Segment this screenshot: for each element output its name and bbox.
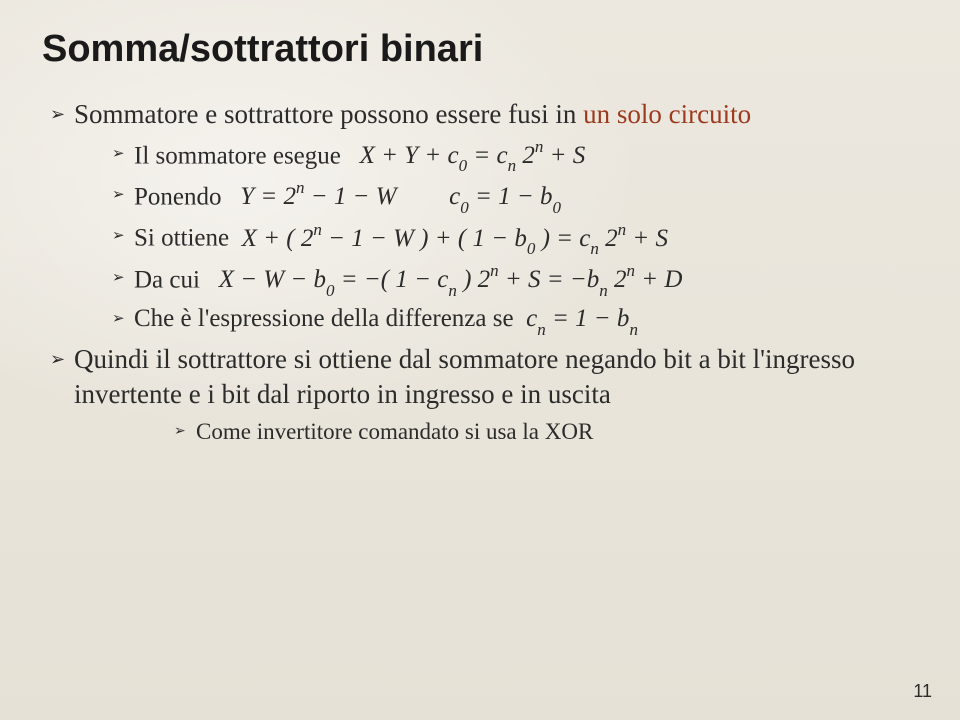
invertitore-text: Come invertitore comandato si usa la XOR: [196, 417, 918, 447]
intro-text-a: Sommatore e sottrattore possono essere f…: [74, 99, 583, 129]
equation-4: X − W − b0 = −( 1 − cn ) 2n + S = −bn 2n…: [219, 266, 683, 293]
bullet-icon: ➢: [50, 97, 74, 132]
bullet-icon: ➢: [112, 303, 134, 338]
line-content: Si ottiene X + ( 2n − 1 − W ) + ( 1 − b0…: [134, 220, 918, 257]
bullet-da-cui: ➢ Da cui X − W − b0 = −( 1 − cn ) 2n + S…: [112, 262, 918, 299]
line-content: Ponendo Y = 2n − 1 − W c0 = 1 − b0: [134, 179, 918, 216]
label-text: Da cui: [134, 266, 200, 293]
slide: Somma/sottrattori binari ➢ Sommatore e s…: [0, 0, 960, 720]
equation-2a: Y = 2n − 1 − W: [240, 183, 396, 210]
bullet-sommatore-esegue: ➢ Il sommatore esegue X + Y + c0 = cn 2n…: [112, 138, 918, 175]
bullet-icon: ➢: [112, 220, 134, 257]
page-number: 11: [913, 681, 932, 702]
label-text: Si ottiene: [134, 225, 229, 252]
label-text: Ponendo: [134, 183, 222, 210]
label-text: Che è l'espressione della differenza se: [134, 305, 514, 332]
bullet-quindi: ➢ Quindi il sottrattore si ottiene dal s…: [50, 342, 918, 411]
equation-5: cn = 1 − bn: [526, 305, 638, 332]
intro-accent: un solo circuito: [583, 99, 751, 129]
equation-3: X + ( 2n − 1 − W ) + ( 1 − b0 ) = cn 2n …: [242, 225, 668, 252]
bullet-icon: ➢: [112, 179, 134, 216]
bullet-intro: ➢ Sommatore e sottrattore possono essere…: [50, 97, 918, 132]
bullet-icon: ➢: [112, 262, 134, 299]
equation-2b: c0 = 1 − b0: [449, 183, 561, 210]
line-content: Da cui X − W − b0 = −( 1 − cn ) 2n + S =…: [134, 262, 918, 299]
equation-1: X + Y + c0 = cn 2n + S: [360, 142, 586, 169]
bullet-intro-text: Sommatore e sottrattore possono essere f…: [74, 97, 918, 132]
bullet-invertitore: ➢ Come invertitore comandato si usa la X…: [174, 417, 918, 447]
slide-title: Somma/sottrattori binari: [42, 28, 918, 71]
quindi-text: Quindi il sottrattore si ottiene dal som…: [74, 342, 918, 411]
bullet-espressione: ➢ Che è l'espressione della differenza s…: [112, 303, 918, 338]
bullet-ponendo: ➢ Ponendo Y = 2n − 1 − W c0 = 1 − b0: [112, 179, 918, 216]
bullet-icon: ➢: [174, 417, 196, 447]
bullet-si-ottiene: ➢ Si ottiene X + ( 2n − 1 − W ) + ( 1 − …: [112, 220, 918, 257]
line-content: Che è l'espressione della differenza se …: [134, 303, 918, 338]
line-content: Il sommatore esegue X + Y + c0 = cn 2n +…: [134, 138, 918, 175]
label-text: Il sommatore esegue: [134, 142, 341, 169]
bullet-icon: ➢: [50, 342, 74, 411]
bullet-icon: ➢: [112, 138, 134, 175]
